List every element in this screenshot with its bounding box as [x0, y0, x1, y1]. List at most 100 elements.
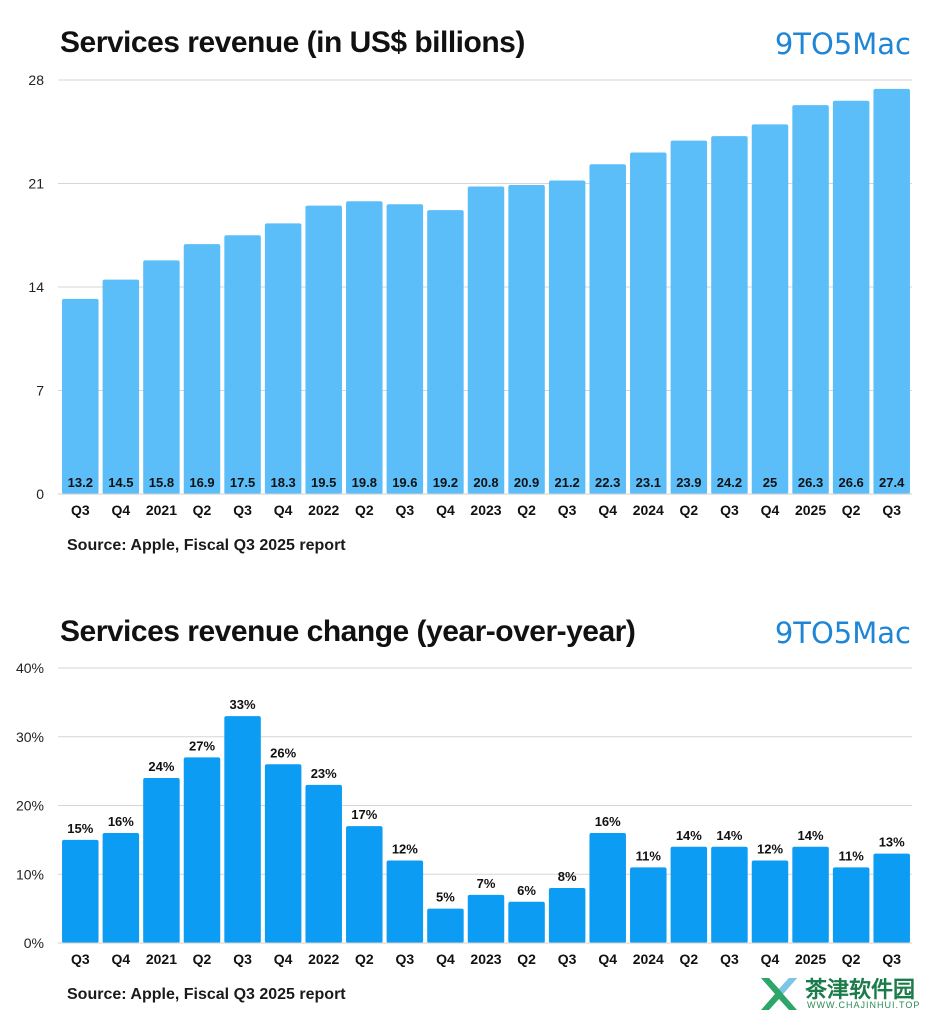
change-xtick-label: Q4 — [598, 951, 617, 967]
revenue-bar — [548, 180, 586, 495]
revenue-xtick-label: 2023 — [470, 502, 501, 518]
revenue-bar — [386, 204, 424, 494]
change-ytick-label: 20% — [16, 798, 44, 814]
revenue-bar — [224, 235, 261, 494]
change-value-label: 5% — [436, 890, 455, 905]
change-bar — [427, 908, 464, 943]
change-value-label: 13% — [879, 835, 905, 850]
change-ytick-label: 30% — [16, 729, 44, 745]
change-xtick-label: Q4 — [436, 951, 455, 967]
revenue-xtick-label: Q4 — [761, 502, 780, 518]
change-xtick-label: 2024 — [633, 951, 664, 967]
revenue-bar — [264, 223, 302, 494]
change-bar — [792, 846, 829, 943]
yoy-change-chart: 0% 10% 20% 30% 40% 15% Q3 16% Q4 24% 2021 27% Q2 33% Q… — [16, 660, 912, 967]
change-xtick-label: Q2 — [193, 951, 212, 967]
change-value-label: 27% — [189, 738, 215, 753]
change-bar — [589, 833, 626, 943]
change-bar — [62, 839, 99, 943]
change-bar — [386, 860, 424, 943]
change-bar — [264, 764, 302, 943]
revenue-value-label: 20.8 — [473, 475, 498, 490]
revenue-xtick-label: 2021 — [146, 502, 177, 518]
revenue-ytick-label: 28 — [28, 72, 44, 88]
revenue-value-label: 16.9 — [189, 475, 214, 490]
revenue-bar — [711, 136, 748, 494]
change-bar — [832, 867, 870, 943]
revenue-value-label: 17.5 — [230, 475, 255, 490]
revenue-xtick-label: Q3 — [558, 502, 577, 518]
revenue-xtick-label: Q2 — [193, 502, 212, 518]
change-value-label: 24% — [148, 759, 174, 774]
chart-2-title: Services revenue change (year-over-year) — [60, 615, 636, 648]
revenue-xtick-label: 2022 — [308, 502, 339, 518]
revenue-bar — [102, 279, 140, 494]
change-bar — [305, 784, 342, 943]
change-value-label: 12% — [757, 842, 783, 857]
change-value-label: 6% — [517, 883, 536, 898]
revenue-value-label: 14.5 — [108, 475, 133, 490]
revenue-xtick-label: Q4 — [112, 502, 131, 518]
revenue-bar — [183, 244, 221, 494]
revenue-value-label: 26.6 — [838, 475, 863, 490]
revenue-bar — [508, 184, 545, 494]
change-value-label: 11% — [636, 848, 662, 863]
revenue-xtick-label: Q3 — [720, 502, 739, 518]
change-ytick-label: 40% — [16, 660, 44, 676]
change-value-label: 7% — [477, 876, 496, 891]
change-xtick-label: Q3 — [71, 951, 90, 967]
change-value-label: 33% — [230, 697, 256, 712]
revenue-bar — [630, 152, 667, 494]
revenue-bar — [62, 298, 99, 494]
change-value-label: 16% — [108, 814, 134, 829]
change-ytick-label: 0% — [24, 935, 44, 951]
change-value-label: 11% — [838, 848, 864, 863]
revenue-xtick-label: Q3 — [233, 502, 252, 518]
revenue-value-label: 26.3 — [798, 475, 823, 490]
change-bar — [467, 894, 505, 943]
logo-9to5mac-top: 9TO5Mac — [774, 27, 911, 61]
revenue-xtick-label: Q4 — [436, 502, 455, 518]
watermark-text: 茶津软件园 — [805, 978, 916, 1003]
watermark: 茶津软件园 WWW.CHAJINHUI.TOP — [755, 970, 935, 1018]
revenue-value-label: 13.2 — [68, 475, 93, 490]
change-value-label: 16% — [595, 814, 621, 829]
change-bar — [873, 853, 910, 943]
change-bar — [224, 716, 261, 943]
change-value-label: 14% — [676, 828, 702, 843]
change-bar — [630, 867, 667, 943]
revenue-ytick-label: 21 — [28, 176, 44, 192]
revenue-xtick-label: Q2 — [842, 502, 861, 518]
revenue-xtick-label: Q3 — [71, 502, 90, 518]
change-bar — [711, 846, 748, 943]
chart-2-source: Source: Apple, Fiscal Q3 2025 report — [67, 986, 346, 1003]
revenue-value-label: 24.2 — [717, 475, 742, 490]
revenue-bar — [792, 105, 829, 494]
revenue-value-label: 25 — [763, 475, 777, 490]
revenue-bar — [346, 201, 383, 494]
change-value-label: 17% — [351, 807, 377, 822]
revenue-xtick-label: Q3 — [882, 502, 901, 518]
x-logo-icon — [761, 978, 797, 1010]
chart-1-source: Source: Apple, Fiscal Q3 2025 report — [67, 537, 346, 554]
change-xtick-label: 2021 — [146, 951, 177, 967]
revenue-xtick-label: Q2 — [517, 502, 536, 518]
change-bar — [143, 778, 180, 943]
revenue-xtick-label: Q4 — [598, 502, 617, 518]
revenue-bar — [751, 124, 789, 494]
chart-1-title: Services revenue (in US$ billions) — [60, 26, 525, 59]
revenue-value-label: 19.6 — [392, 475, 417, 490]
change-xtick-label: 2023 — [470, 951, 501, 967]
revenue-ytick-label: 7 — [36, 383, 44, 399]
revenue-ytick-label: 14 — [28, 279, 44, 295]
revenue-xtick-label: 2025 — [795, 502, 826, 518]
change-value-label: 14% — [716, 828, 742, 843]
revenue-value-label: 20.9 — [514, 475, 539, 490]
revenue-bar — [832, 100, 870, 494]
revenue-bar — [305, 205, 342, 494]
revenue-bar — [467, 186, 505, 494]
change-xtick-label: Q4 — [274, 951, 293, 967]
revenue-xtick-label: Q4 — [274, 502, 293, 518]
change-bar — [508, 901, 545, 943]
logo-9to5mac-bottom: 9TO5Mac — [774, 616, 911, 650]
